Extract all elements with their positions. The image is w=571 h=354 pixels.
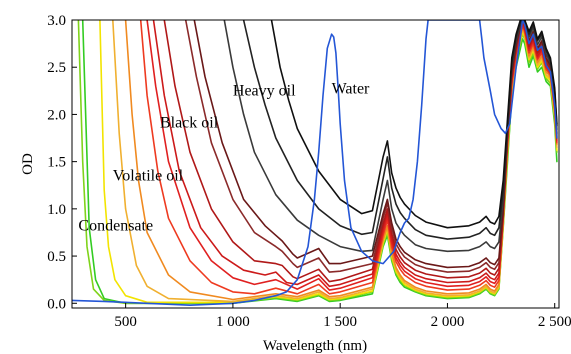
- y-axis-label: OD: [20, 153, 36, 175]
- x-axis: 500 1 000 1 500 2 000 2 500: [114, 303, 571, 330]
- series-line-14: [270, 20, 558, 229]
- x-tick-label: 500: [114, 314, 137, 330]
- y-tick-label: 1.5: [47, 155, 66, 171]
- x-tick-label: 1 000: [216, 314, 250, 330]
- y-tick-label: 3.0: [47, 13, 66, 29]
- y-tick-label: 2.5: [47, 60, 66, 76]
- series-group: [72, 20, 558, 306]
- y-tick-label: 1.0: [47, 202, 66, 218]
- series-line-1: [81, 20, 558, 305]
- x-axis-label: Wavelength (nm): [263, 338, 367, 354]
- x-tick-label: 2 000: [431, 314, 465, 330]
- y-tick-label: 2.0: [47, 107, 66, 123]
- annotation-heavy-oil: Heavy oil: [233, 83, 296, 100]
- series-line-13: [242, 20, 558, 240]
- y-axis: 0.0 0.5 1.0 1.5 2.0 2.5 3.0: [47, 13, 77, 312]
- series-line-6: [139, 20, 558, 295]
- x-tick-label: 1 500: [323, 314, 357, 330]
- series-line-5: [124, 20, 558, 301]
- annotation-condensate: Condensate: [78, 218, 153, 235]
- x-tick-label: 2 500: [538, 314, 571, 330]
- series-line-2: [77, 20, 558, 305]
- annotations-group: Condensate Volatile oil Black oil Heavy oil…: [78, 81, 370, 235]
- series-line-3: [99, 20, 558, 304]
- annotation-volatile-oil: Volatile oil: [113, 168, 184, 185]
- annotation-water: Water: [332, 81, 370, 98]
- series-line-4: [112, 20, 558, 303]
- plot-frame: [71, 19, 560, 309]
- series-line-7: [146, 20, 558, 291]
- y-tick-label: 0.5: [47, 249, 66, 265]
- y-tick-label: 0.0: [47, 296, 66, 312]
- series-line-12: [223, 20, 558, 253]
- annotation-black-oil: Black oil: [160, 115, 219, 132]
- series-line-15: [72, 20, 558, 306]
